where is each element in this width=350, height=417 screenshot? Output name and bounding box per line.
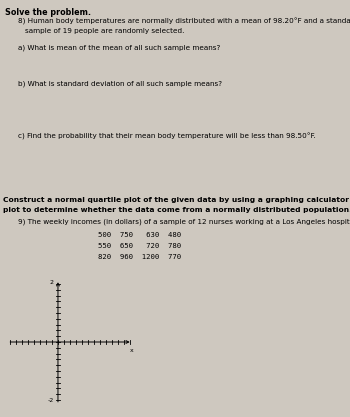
Text: a) What is mean of the mean of all such sample means?: a) What is mean of the mean of all such … <box>18 44 220 50</box>
Text: x: x <box>130 348 133 353</box>
Text: Solve the problem.: Solve the problem. <box>5 8 91 17</box>
Text: sample of 19 people are randomly selected.: sample of 19 people are randomly selecte… <box>25 28 184 34</box>
Text: 8) Human body temperatures are normally distributed with a mean of 98.20°F and a: 8) Human body temperatures are normally … <box>18 18 350 25</box>
Text: -2: -2 <box>47 397 54 402</box>
Text: 550  650   720  780: 550 650 720 780 <box>98 243 182 249</box>
Text: 2: 2 <box>50 280 54 285</box>
Text: 820  960  1200  770: 820 960 1200 770 <box>98 254 182 260</box>
Text: Construct a normal quartile plot of the given data by using a graphing calculato: Construct a normal quartile plot of the … <box>3 197 350 203</box>
Text: 500  750   630  480: 500 750 630 480 <box>98 232 182 238</box>
Text: plot to determine whether the data come from a normally distributed population.: plot to determine whether the data come … <box>3 207 350 213</box>
Text: c) Find the probability that their mean body temperature will be less than 98.50: c) Find the probability that their mean … <box>18 133 316 140</box>
Text: b) What is standard deviation of all such sample means?: b) What is standard deviation of all suc… <box>18 80 222 86</box>
Text: 9) The weekly incomes (in dollars) of a sample of 12 nurses working at a Los Ang: 9) The weekly incomes (in dollars) of a … <box>18 218 350 224</box>
